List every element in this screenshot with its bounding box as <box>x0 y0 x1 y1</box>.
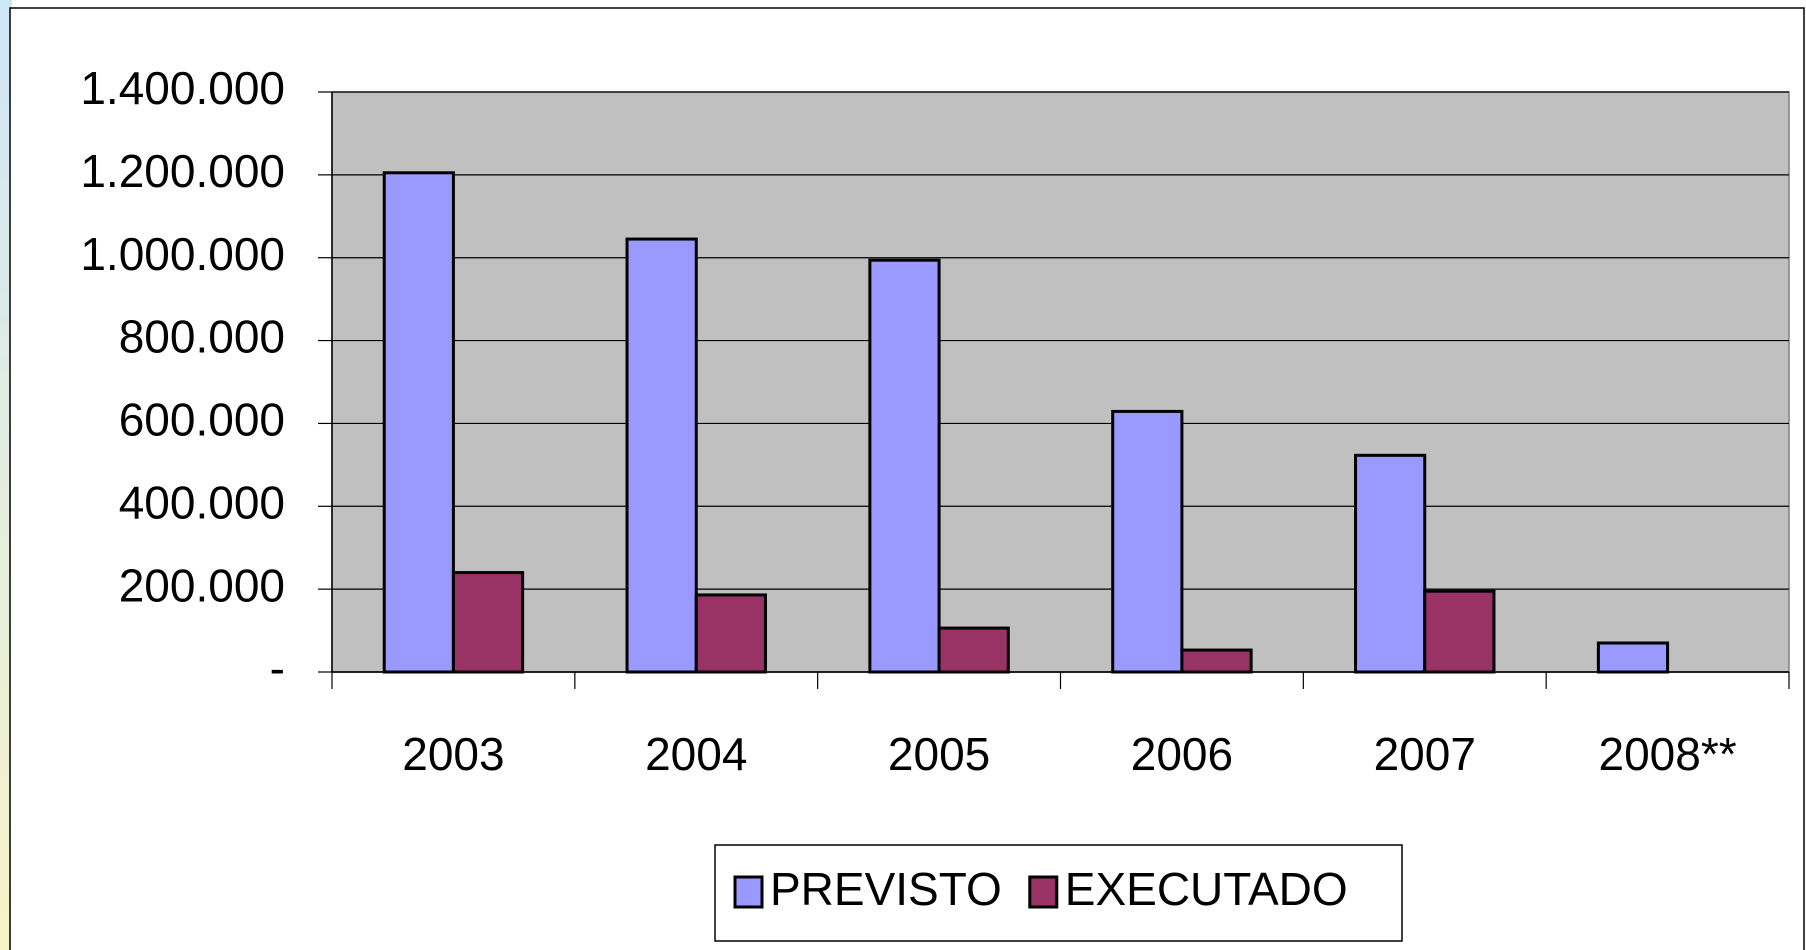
bar <box>937 626 1010 674</box>
legend-swatch <box>1028 875 1059 909</box>
x-tick-label: 2003 <box>402 728 504 780</box>
plot-background <box>331 91 1790 673</box>
y-tick-label: - <box>270 642 285 694</box>
y-tick-label: 400.000 <box>119 476 285 528</box>
legend-label: EXECUTADO <box>1065 863 1348 915</box>
bar <box>1180 648 1253 674</box>
legend <box>714 844 1403 942</box>
bar <box>625 237 698 674</box>
x-tick-label: 2007 <box>1374 728 1476 780</box>
x-tick-label: 2005 <box>888 728 990 780</box>
bar <box>382 171 455 674</box>
x-tick-label: 2004 <box>645 728 747 780</box>
bar <box>694 593 767 674</box>
side-strip <box>0 0 12 950</box>
legend-swatch <box>733 875 764 909</box>
bar <box>868 258 941 674</box>
bar <box>1596 641 1670 674</box>
x-tick-label: 2008** <box>1599 728 1737 780</box>
y-tick-label: 1.200.000 <box>80 145 285 197</box>
x-tick-label: 2006 <box>1131 728 1233 780</box>
bar <box>1423 589 1496 674</box>
bar <box>1111 409 1184 674</box>
bar <box>1354 453 1427 674</box>
legend-label: PREVISTO <box>770 863 1002 915</box>
bar <box>451 571 525 674</box>
y-tick-label: 1.000.000 <box>80 228 285 280</box>
y-tick-label: 800.000 <box>119 311 285 363</box>
y-tick-label: 200.000 <box>119 559 285 611</box>
y-tick-label: 600.000 <box>119 394 285 446</box>
y-tick-label: 1.400.000 <box>80 62 285 114</box>
